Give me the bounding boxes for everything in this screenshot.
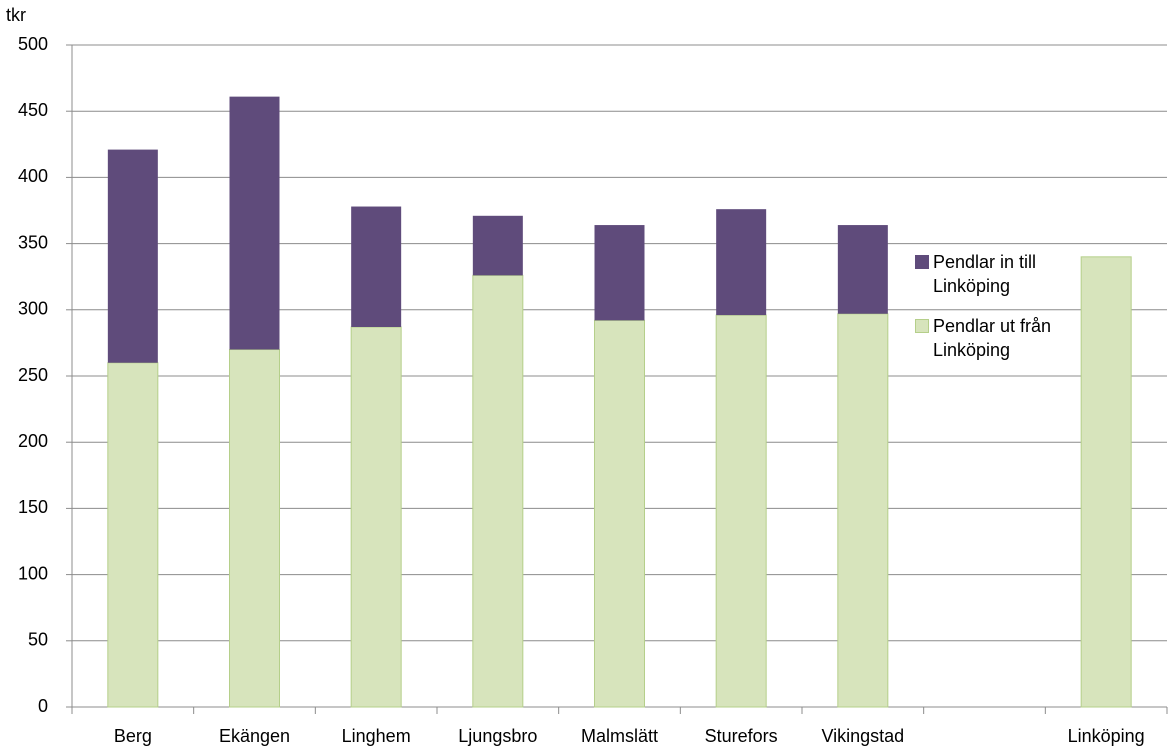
y-tick-label: 500: [18, 34, 48, 54]
bar-segment: [594, 319, 645, 708]
bar-segment: [107, 362, 159, 708]
y-tick-label: 400: [18, 166, 48, 186]
bar-segment: [107, 149, 158, 363]
x-tick-label: Sturefors: [705, 726, 778, 746]
bar-segment: [472, 274, 524, 708]
x-tick-label: Linghem: [342, 726, 411, 746]
y-tick-label: 150: [18, 497, 48, 517]
bar-segment: [837, 225, 888, 314]
bar-segment: [229, 96, 280, 350]
legend-swatch: [915, 319, 929, 333]
y-tick-label: 100: [18, 563, 48, 583]
bar-segment: [472, 215, 523, 276]
bar-segment: [837, 313, 889, 708]
x-tick-label: Linköping: [1068, 726, 1145, 746]
y-tick-label: 0: [38, 696, 48, 716]
x-tick-label: Ekängen: [219, 726, 290, 746]
legend-label: Pendlar ut från Linköping: [933, 316, 1052, 360]
legend-entry: Pendlar ut från Linköping: [912, 314, 1082, 362]
y-tick-label: 350: [18, 232, 48, 252]
y-tick-label: 300: [18, 299, 48, 319]
bar-segment: [350, 326, 402, 708]
y-axis-label: tkr: [6, 5, 26, 25]
y-tick-label: 450: [18, 100, 48, 120]
bar-segment: [229, 349, 280, 708]
y-tick-label: 250: [18, 365, 48, 385]
bar-segment: [716, 209, 767, 316]
legend-swatch: [915, 255, 929, 269]
legend-label: Pendlar in till Linköping: [933, 252, 1037, 296]
bar-segment: [594, 225, 645, 321]
bar-segment: [351, 206, 402, 328]
x-tick-label: Malmslätt: [581, 726, 658, 746]
legend-entry: Pendlar in till Linköping: [912, 250, 1082, 298]
bar-segment: [1080, 256, 1132, 708]
x-tick-label: Vikingstad: [821, 726, 904, 746]
x-tick-label: Ljungsbro: [458, 726, 537, 746]
y-tick-label: 200: [18, 431, 48, 451]
bar-segment: [715, 314, 767, 708]
x-tick-label: Berg: [114, 726, 152, 746]
y-tick-label: 50: [28, 630, 48, 650]
